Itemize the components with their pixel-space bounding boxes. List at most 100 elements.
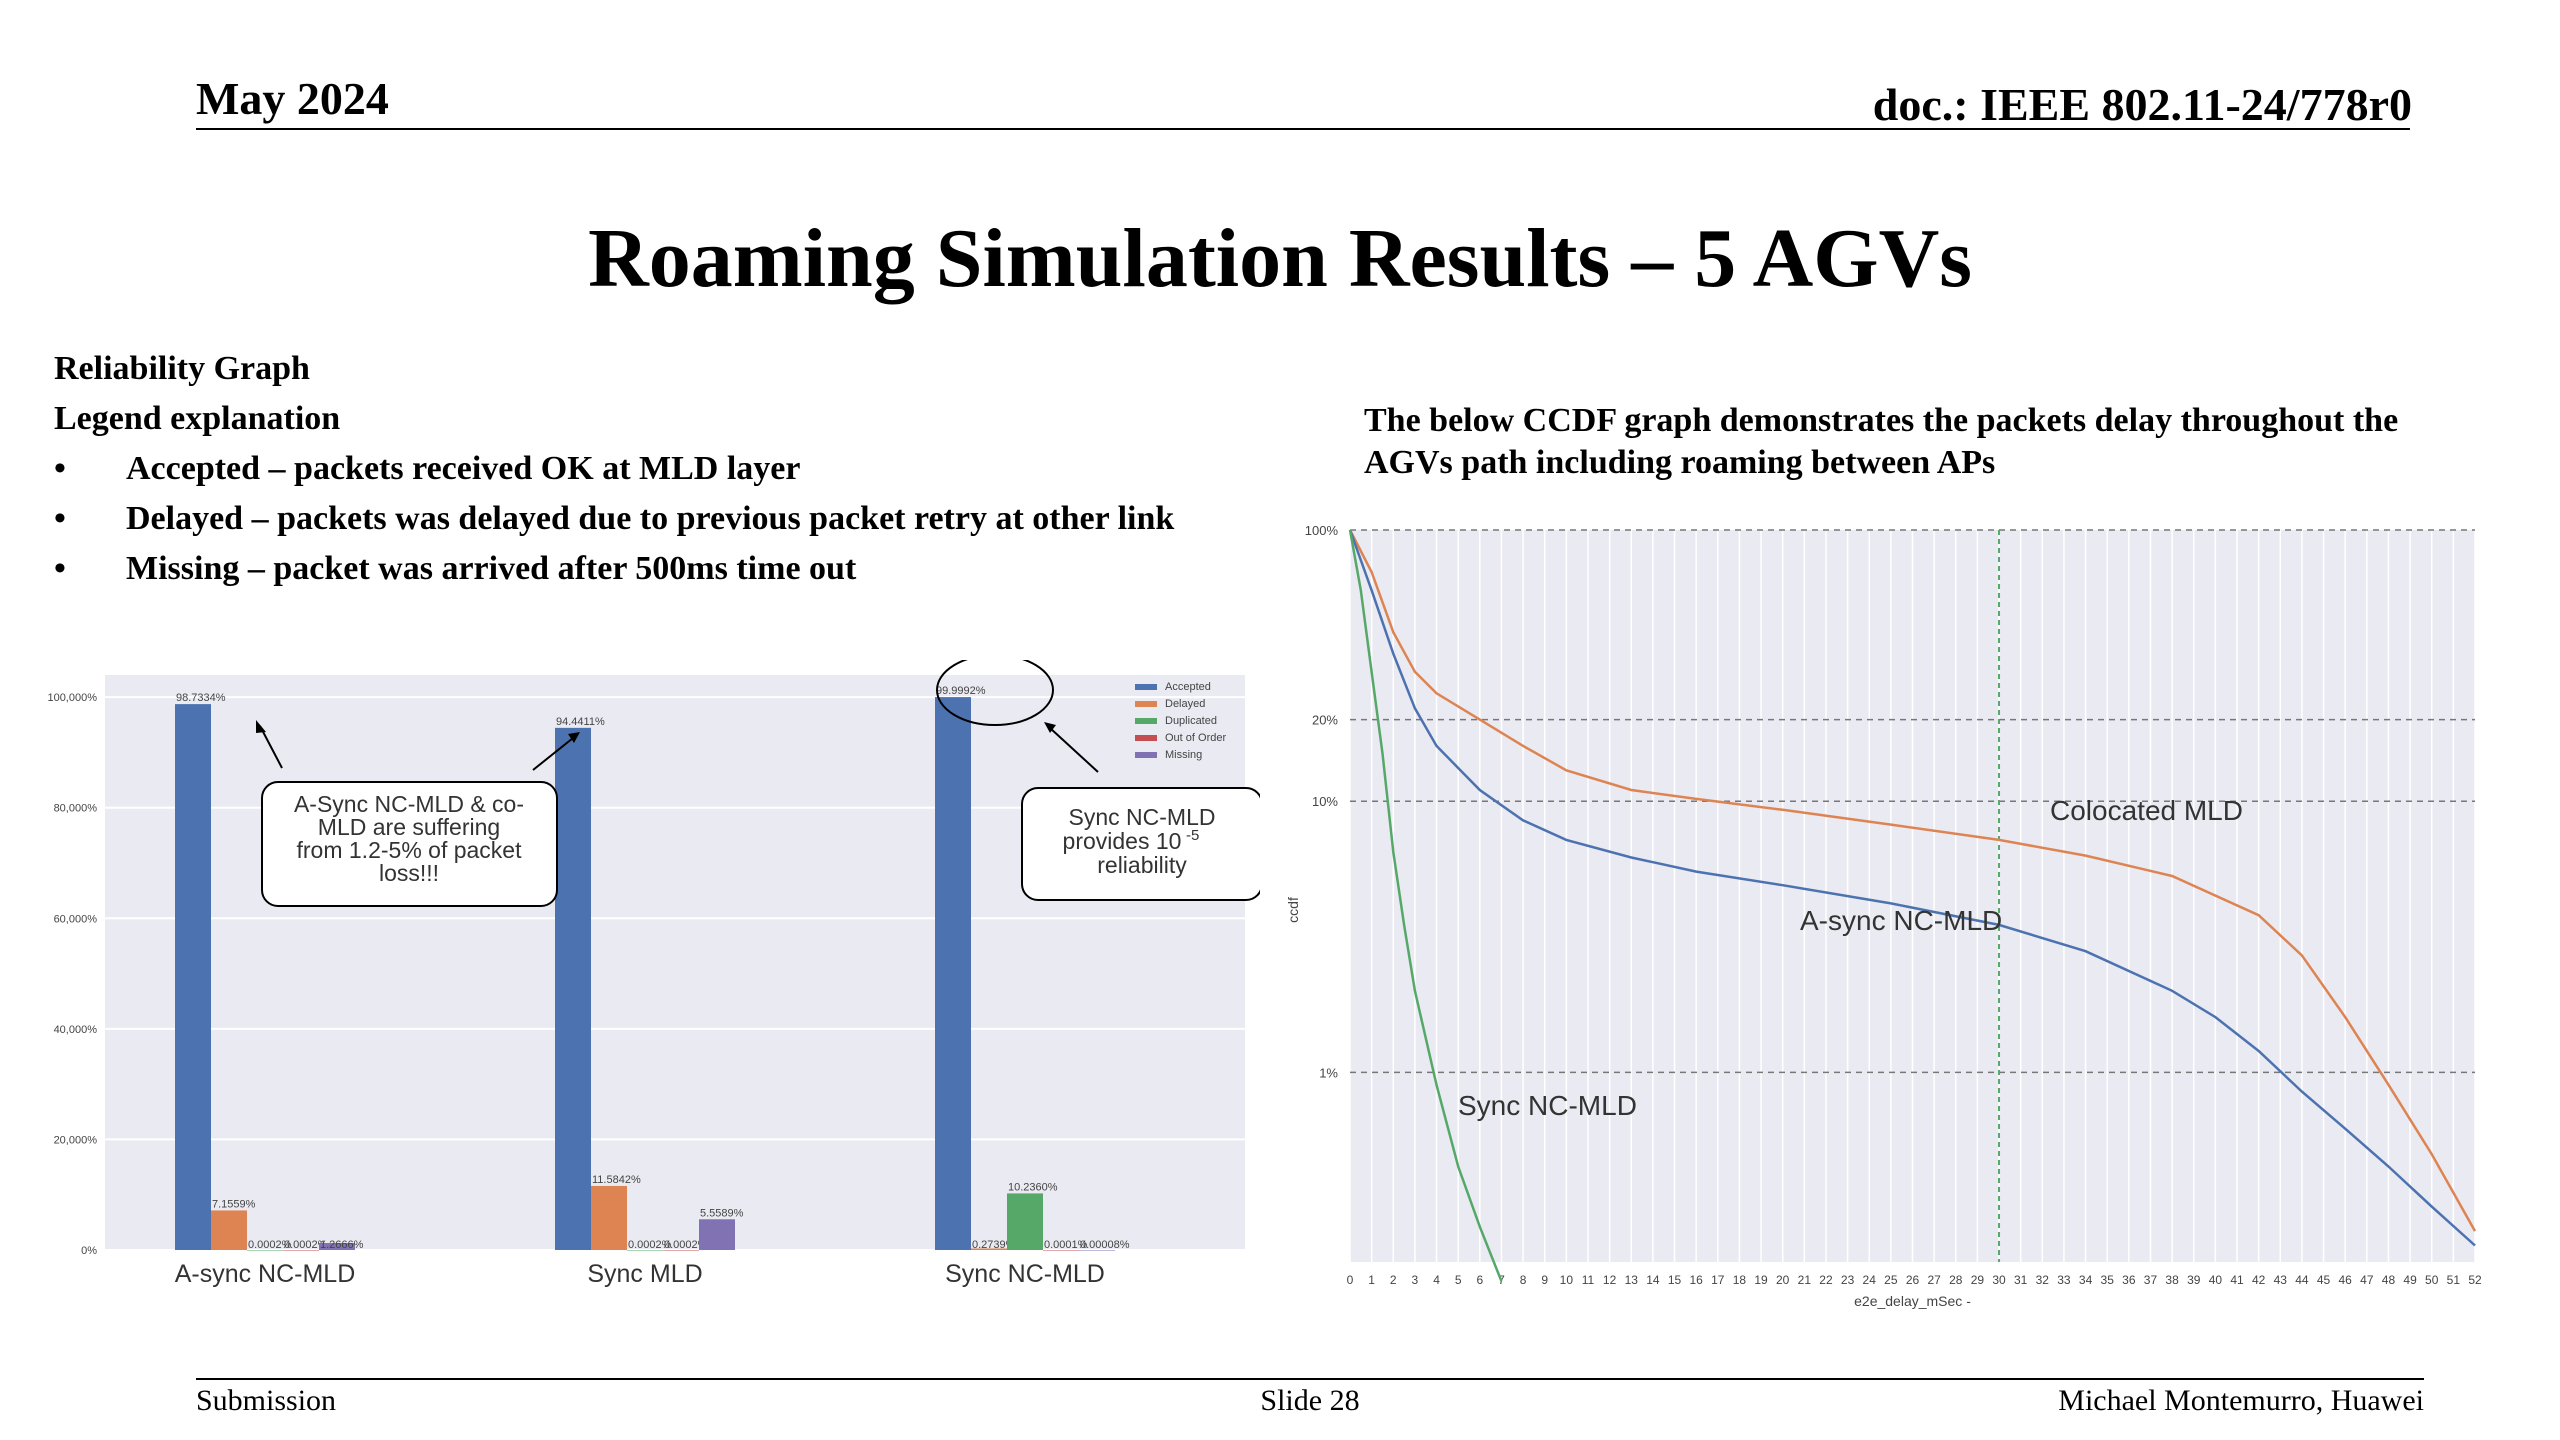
footer-rule xyxy=(196,1378,2424,1380)
x-tick-label: 17 xyxy=(1711,1273,1725,1287)
x-tick-label: 2 xyxy=(1390,1273,1397,1287)
x-tick-label: 11 xyxy=(1582,1273,1595,1287)
x-tick-label: 14 xyxy=(1646,1273,1660,1287)
annotation-text: MLD are suffering xyxy=(318,814,500,840)
highlight-ellipse xyxy=(936,660,1054,726)
bar-data-label: 98.7334% xyxy=(176,692,226,704)
bullet-icon: • xyxy=(54,500,66,537)
annotation-text: from 1.2-5% of packet xyxy=(297,837,523,863)
annotation-box xyxy=(1021,787,1260,901)
x-tick-label: 36 xyxy=(2122,1273,2136,1287)
bar-data-label: 1.2666% xyxy=(320,1239,364,1251)
x-tick-label: 44 xyxy=(2295,1273,2309,1287)
x-tick-label: 0 xyxy=(1347,1273,1354,1287)
x-tick-label: 1 xyxy=(1368,1273,1375,1287)
x-tick-label: 5 xyxy=(1455,1273,1462,1287)
x-tick-label: 32 xyxy=(2036,1273,2050,1287)
annotation-arrow xyxy=(1049,727,1099,773)
annotation-text: loss!!! xyxy=(379,860,439,886)
x-tick-label: 10 xyxy=(1560,1273,1574,1287)
series-label: A-sync NC-MLD xyxy=(1800,905,2002,936)
reliability-bar-chart: 0% 20,000% 40,000% 60,000% 80,000% 100,000% 98… xyxy=(47,660,1260,1288)
x-tick-label: 25 xyxy=(1884,1273,1898,1287)
bar-data-label: 10.2360% xyxy=(1008,1181,1058,1193)
bar-data-label: 0.0001% xyxy=(1044,1239,1088,1251)
y-tick-label: 20,000% xyxy=(54,1134,98,1146)
x-tick-label: 50 xyxy=(2425,1273,2439,1287)
x-category-label: A-sync NC-MLD xyxy=(175,1260,356,1288)
y-tick-label: 60,000% xyxy=(54,913,98,925)
bar-accepted xyxy=(175,704,211,1250)
x-tick-label: 21 xyxy=(1798,1273,1812,1287)
x-category-label: Sync MLD xyxy=(587,1260,702,1288)
bar-data-label: 7.1559% xyxy=(212,1198,256,1210)
x-tick-label: 31 xyxy=(2014,1273,2028,1287)
bar-data-label: 0.0002% xyxy=(248,1239,292,1251)
footer-submission: Submission xyxy=(196,1384,337,1417)
y-tick-label: 80,000% xyxy=(54,803,98,815)
bar-delayed xyxy=(211,1210,247,1250)
bullet-text: Delayed – packets was delayed due to pre… xyxy=(126,500,1175,537)
arrow-head-icon xyxy=(256,720,266,733)
x-tick-label: 18 xyxy=(1733,1273,1747,1287)
x-tick-label: 47 xyxy=(2360,1273,2374,1287)
legend-entry: Delayed xyxy=(1165,698,1205,710)
reliability-heading: Reliability Graph xyxy=(54,350,310,387)
x-tick-label: 33 xyxy=(2057,1273,2071,1287)
ccdf-line-chart: 0 1 2 3 4 5 6 7 8 9 10 11 12 13 14 15 16 17 18 19 20 21 22 23 24… xyxy=(1285,523,2482,1309)
legend-swatch xyxy=(1135,735,1157,741)
bar-out-of-order xyxy=(663,1249,699,1251)
x-tick-label: 24 xyxy=(1863,1273,1877,1287)
ccdf-description-line1: The below CCDF graph demonstrates the pa… xyxy=(1364,402,2399,439)
bullet-text: Accepted – packets received OK at MLD la… xyxy=(126,450,801,487)
series-line-a-sync-nc-mld xyxy=(1348,529,2476,1247)
legend-swatch xyxy=(1135,684,1157,690)
x-tick-label: 48 xyxy=(2382,1273,2396,1287)
legend-swatch xyxy=(1135,701,1157,707)
annotation-arrow xyxy=(259,725,283,769)
x-tick-label: 19 xyxy=(1754,1273,1768,1287)
x-category-label: Sync NC-MLD xyxy=(945,1260,1105,1288)
bar-data-label: 0.2739% xyxy=(972,1239,1016,1251)
series-label: Colocated MLD xyxy=(2050,795,2243,826)
x-tick-label: 41 xyxy=(2230,1273,2244,1287)
arrow-head-icon xyxy=(1044,722,1056,733)
x-axis-title: e2e_delay_mSec - xyxy=(1854,1293,1971,1309)
header-doc: doc.: IEEE 802.11-24/778r0 xyxy=(1872,79,2412,130)
bar-delayed xyxy=(971,1248,1007,1250)
bar-missing xyxy=(1079,1249,1115,1251)
annotation-arrow xyxy=(532,737,574,771)
x-tick-label: 28 xyxy=(1949,1273,1963,1287)
bar-duplicated xyxy=(627,1249,663,1251)
plot-background xyxy=(105,675,1245,1250)
legend-entry: Duplicated xyxy=(1165,715,1217,727)
footer-author: Michael Montemurro, Huawei xyxy=(2058,1384,2424,1417)
header-rule xyxy=(196,128,2410,130)
x-tick-label: 52 xyxy=(2468,1273,2482,1287)
x-tick-label: 23 xyxy=(1841,1273,1855,1287)
bar-duplicated xyxy=(247,1249,283,1251)
x-tick-label: 43 xyxy=(2274,1273,2288,1287)
series-line-colocated-mld xyxy=(1348,529,2477,1232)
arrow-head-icon xyxy=(568,732,580,743)
footer-slide-number: Slide 28 xyxy=(1260,1384,1360,1417)
bar-data-label: 11.5842% xyxy=(592,1174,641,1186)
annotation-box xyxy=(261,781,558,907)
header-date: May 2024 xyxy=(196,73,389,124)
x-tick-label: 51 xyxy=(2447,1273,2461,1287)
bar-data-label: 0.0002% xyxy=(664,1239,708,1251)
bar-data-label: 0.0002% xyxy=(284,1239,328,1251)
bar-missing xyxy=(699,1219,735,1250)
y-tick-label: 10% xyxy=(1312,794,1338,809)
x-tick-label: 26 xyxy=(1906,1273,1920,1287)
legend-explanation-heading: Legend explanation xyxy=(54,400,341,437)
x-tick-label: 9 xyxy=(1541,1273,1548,1287)
bar-data-label: 0.00008% xyxy=(1080,1239,1130,1251)
x-tick-label: 45 xyxy=(2317,1273,2331,1287)
x-tick-label: 46 xyxy=(2339,1273,2353,1287)
bar-out-of-order xyxy=(1043,1249,1079,1251)
bullet-text: Missing – packet was arrived after 500ms… xyxy=(126,550,857,587)
legend-entry: Missing xyxy=(1165,749,1202,761)
x-tick-label: 13 xyxy=(1625,1273,1639,1287)
bullet-icon: • xyxy=(54,550,66,587)
